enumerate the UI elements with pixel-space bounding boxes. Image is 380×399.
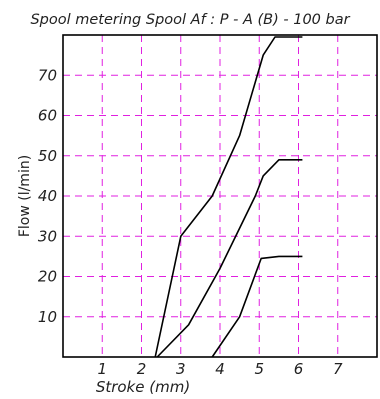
- chart-title: Spool metering Spool Af : P - A (B) - 10…: [30, 12, 350, 28]
- y-tick-label: 40: [38, 187, 57, 205]
- series-group: [154, 36, 303, 358]
- plot-frame: [62, 34, 378, 358]
- y-tick-label: 20: [38, 268, 57, 286]
- x-tick-label: 2: [137, 360, 147, 378]
- y-tick-label: 70: [38, 66, 57, 84]
- grid: [63, 35, 377, 357]
- y-tick-label: 30: [38, 227, 57, 245]
- y-tick-label: 50: [38, 147, 57, 165]
- x-tick-label: 6: [294, 360, 304, 378]
- series-line-2: [156, 159, 303, 358]
- series-line-3: [211, 255, 303, 358]
- x-tick-label: 5: [254, 360, 264, 378]
- y-tick-labels: 10 20 30 40 50 60 70: [38, 66, 57, 326]
- x-tick-label: 7: [333, 360, 343, 378]
- x-tick-label: 4: [215, 360, 225, 378]
- y-tick-label: 10: [38, 308, 57, 326]
- x-tick-labels: 1 2 3 4 5 6 7: [97, 360, 343, 378]
- x-tick-label: 3: [176, 360, 186, 378]
- x-tick-label: 1: [97, 360, 107, 378]
- x-axis-label: Stroke (mm): [96, 378, 190, 396]
- y-tick-label: 60: [38, 107, 57, 125]
- y-axis-label: Flow (l/min): [17, 155, 33, 237]
- series-line-1: [154, 36, 303, 358]
